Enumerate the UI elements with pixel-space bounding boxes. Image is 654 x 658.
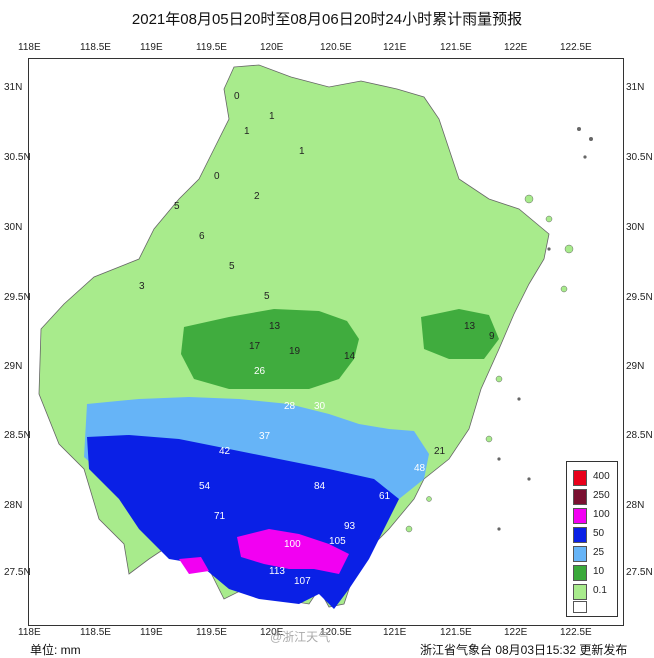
legend-label: 100 [593,509,610,520]
legend-label: 50 [593,528,605,539]
grid-value: 84 [314,481,326,492]
lat-tick: 27.5N [626,567,653,578]
grid-value: 21 [434,446,446,457]
rain-zone-10-25 [181,309,359,389]
coastal-islands [405,194,574,533]
grid-value: 17 [249,341,261,352]
grid-value: 61 [379,491,391,502]
lon-tick: 122.5E [560,42,592,53]
legend-label: 400 [593,471,610,482]
offshore-rain-cells [497,127,593,531]
grid-value: 100 [284,539,301,550]
lon-tick: 119.5E [196,42,227,53]
watermark: @浙江天气 [270,630,331,644]
grid-value: 5 [229,261,235,272]
grid-value: 48 [414,463,426,474]
grid-value: 3 [139,281,145,292]
lat-tick: 31N [626,82,645,93]
lon-tick: 122.5E [560,627,592,638]
unit-label: 单位: mm [30,643,81,657]
legend: 400 250 100 50 25 10 0.1 [566,461,618,617]
grid-value: 93 [344,521,356,532]
lat-tick: 29.5N [4,292,31,303]
lat-tick: 29.5N [626,292,653,303]
lon-tick: 121E [383,627,407,638]
grid-value: 13 [269,321,281,332]
grid-value: 30 [314,401,326,412]
grid-value: 105 [329,536,346,547]
lat-tick: 30.5N [4,152,31,163]
grid-value: 6 [199,231,205,242]
lon-tick: 118E [18,627,41,638]
grid-value: 54 [199,481,211,492]
lon-tick: 121.5E [440,42,472,53]
rainfall-map: 0 1 0 1 1 2 5 6 5 5 3 13 17 19 14 26 28 30 37 42 54 71 100 113 1… [38,64,593,609]
rain-zone-100-250-south [179,557,209,574]
lon-tick: 120.5E [320,42,352,53]
grid-value: 14 [344,351,356,362]
lat-tick: 28N [4,500,23,511]
lat-tick: 29N [626,361,645,372]
lon-tick: 118.5E [80,627,111,638]
lat-tick: 30.5N [626,152,653,163]
grid-value: 1 [299,146,305,157]
lat-tick: 30N [626,222,645,233]
grid-value: 37 [259,431,271,442]
lon-tick: 120E [260,42,284,53]
grid-value: 71 [214,511,226,522]
grid-value: 13 [464,321,476,332]
legend-label: 10 [593,566,605,577]
grid-value: 0 [214,171,220,182]
grid-value: 42 [219,446,231,457]
legend-swatch [573,508,587,524]
rain-zone-100-250 [237,529,349,574]
lon-tick: 122E [504,627,528,638]
legend-swatch [573,565,587,581]
grid-value: 9 [489,331,495,342]
lon-tick: 118E [18,42,41,53]
grid-value: 113 [269,566,285,577]
lon-tick: 119E [140,627,163,638]
lat-tick: 27.5N [4,567,31,578]
grid-value: 2 [254,191,260,202]
legend-label: 0.1 [593,585,607,596]
grid-value: 107 [294,576,311,587]
lon-tick: 121E [383,42,407,53]
lon-tick: 120.5E [320,627,352,638]
lat-tick: 28N [626,500,645,511]
lat-tick: 30N [4,222,23,233]
map-frame: 0 1 0 1 1 2 5 6 5 5 3 13 17 19 14 26 28 30 37 42 54 71 100 113 1… [28,58,624,626]
lon-tick: 121.5E [440,627,472,638]
legend-label: 25 [593,547,605,558]
rain-zone-10-25-east [421,309,499,359]
lat-tick: 28.5N [626,430,653,441]
legend-swatch [573,546,587,562]
lat-tick: 28.5N [4,430,31,441]
lon-tick: 122E [504,42,528,53]
issuer-label: 浙江省气象台 08月03日15:32 更新发布 [420,643,628,657]
grid-value: 5 [264,291,270,302]
legend-swatch [573,527,587,543]
grid-value: 1 [244,126,250,137]
legend-swatch [573,489,587,505]
legend-swatch-none [573,601,587,613]
legend-swatch [573,470,587,486]
grid-value: 28 [284,401,296,412]
lon-tick: 119E [140,42,163,53]
grid-value: 5 [174,201,180,212]
lat-tick: 29N [4,361,23,372]
legend-swatch [573,584,587,600]
legend-label: 250 [593,490,610,501]
lon-tick: 119.5E [196,627,227,638]
lon-tick: 118.5E [80,42,111,53]
grid-value: 26 [254,366,266,377]
lat-tick: 31N [4,82,23,93]
map-title: 2021年08月05日20时至08月06日20时24小时累计雨量预报 [131,11,523,28]
grid-value: 1 [269,111,275,122]
grid-value-labels: 0 1 0 1 1 2 5 6 5 5 3 13 17 19 14 26 28 30 37 42 54 71 100 113 1… [139,91,495,587]
lon-tick: 120E [260,627,284,638]
grid-value: 0 [234,91,240,102]
grid-value: 19 [289,346,301,357]
